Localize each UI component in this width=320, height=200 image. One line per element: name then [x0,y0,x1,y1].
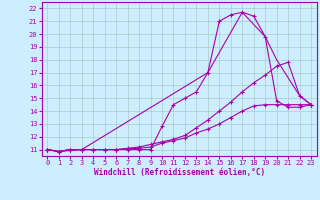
X-axis label: Windchill (Refroidissement éolien,°C): Windchill (Refroidissement éolien,°C) [94,168,265,177]
